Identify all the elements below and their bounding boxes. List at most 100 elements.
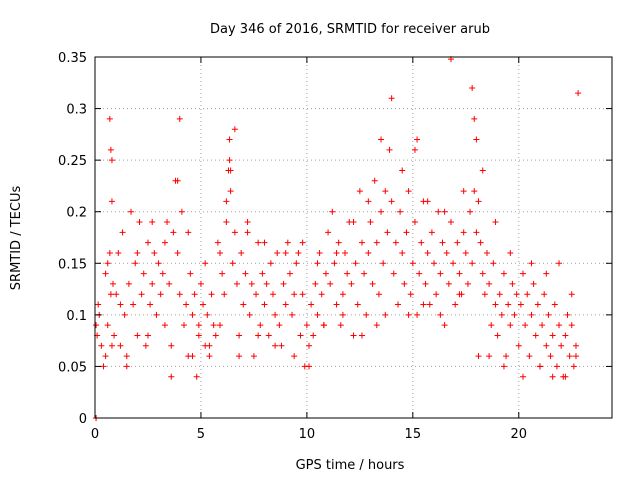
chart-title: Day 346 of 2016, SRMTID for receiver aru… — [210, 22, 490, 37]
data-point — [375, 291, 382, 298]
data-point — [492, 301, 499, 308]
data-point — [342, 249, 349, 256]
data-point — [168, 342, 175, 349]
data-point — [189, 311, 196, 318]
data-point — [358, 239, 365, 246]
data-point — [316, 249, 323, 256]
data-point — [479, 167, 486, 174]
data-point — [543, 342, 550, 349]
data-point — [265, 332, 272, 339]
data-point — [454, 239, 461, 246]
data-point — [246, 311, 253, 318]
data-point — [339, 291, 346, 298]
data-point — [306, 342, 313, 349]
data-point — [263, 280, 270, 287]
data-point — [380, 260, 387, 267]
data-point — [312, 280, 319, 287]
data-point — [509, 280, 516, 287]
data-point — [140, 270, 147, 277]
data-point — [295, 249, 302, 256]
data-point — [93, 322, 100, 329]
data-point — [358, 332, 365, 339]
data-point — [411, 219, 418, 226]
data-point — [236, 332, 243, 339]
data-point — [206, 353, 213, 360]
data-point — [269, 291, 276, 298]
data-point — [104, 322, 111, 329]
data-point — [189, 353, 196, 360]
data-point — [104, 260, 111, 267]
data-point — [125, 280, 132, 287]
data-point — [437, 270, 444, 277]
data-point — [322, 270, 329, 277]
data-point — [435, 208, 442, 215]
data-point — [390, 270, 397, 277]
data-point — [450, 260, 457, 267]
data-point — [276, 322, 283, 329]
data-point — [488, 322, 495, 329]
data-point — [526, 353, 533, 360]
data-point — [231, 229, 238, 236]
x-tick-label: 15 — [405, 427, 422, 442]
data-point — [123, 363, 130, 370]
y-tick-label: 0.1 — [66, 309, 87, 324]
y-axis-label: SRMTID / TECUs — [9, 186, 24, 291]
data-point — [166, 280, 173, 287]
data-point — [378, 136, 385, 143]
data-point — [562, 373, 569, 380]
data-point — [399, 249, 406, 256]
data-point — [481, 291, 488, 298]
data-point — [365, 198, 372, 205]
data-point — [282, 301, 289, 308]
data-point — [95, 301, 102, 308]
data-point — [255, 239, 262, 246]
data-point — [556, 322, 563, 329]
data-point — [144, 332, 151, 339]
data-point — [210, 322, 217, 329]
y-tick-label: 0.15 — [58, 257, 87, 272]
data-point — [517, 301, 524, 308]
x-axis-ticks: 0 5 10 15 20 — [91, 57, 527, 442]
data-point — [280, 280, 287, 287]
data-point — [363, 311, 370, 318]
y-tick-label: 0.2 — [66, 206, 87, 221]
data-point — [174, 249, 181, 256]
data-point — [556, 260, 563, 267]
data-point — [261, 301, 268, 308]
data-point — [149, 219, 156, 226]
data-point — [178, 208, 185, 215]
data-point — [244, 229, 251, 236]
data-point — [164, 219, 171, 226]
data-point — [208, 291, 215, 298]
data-point — [195, 322, 202, 329]
data-point — [534, 301, 541, 308]
data-point — [115, 249, 122, 256]
data-point — [513, 291, 520, 298]
data-point — [291, 291, 298, 298]
data-point — [382, 311, 389, 318]
data-point — [130, 301, 137, 308]
data-point — [159, 270, 166, 277]
data-point — [174, 177, 181, 184]
data-point — [500, 363, 507, 370]
data-point — [157, 291, 164, 298]
data-point — [572, 353, 579, 360]
data-point — [108, 198, 115, 205]
data-point — [520, 270, 527, 277]
data-point — [496, 291, 503, 298]
data-point — [278, 342, 285, 349]
data-point — [536, 363, 543, 370]
data-point — [348, 280, 355, 287]
data-point — [507, 322, 514, 329]
data-point — [414, 311, 421, 318]
data-point — [261, 239, 268, 246]
data-point — [155, 260, 162, 267]
data-point — [267, 260, 274, 267]
data-point — [333, 301, 340, 308]
x-tick-label: 0 — [91, 427, 99, 442]
data-point — [445, 280, 452, 287]
data-point — [111, 332, 118, 339]
data-point — [144, 239, 151, 246]
data-point — [568, 291, 575, 298]
data-point — [138, 291, 145, 298]
